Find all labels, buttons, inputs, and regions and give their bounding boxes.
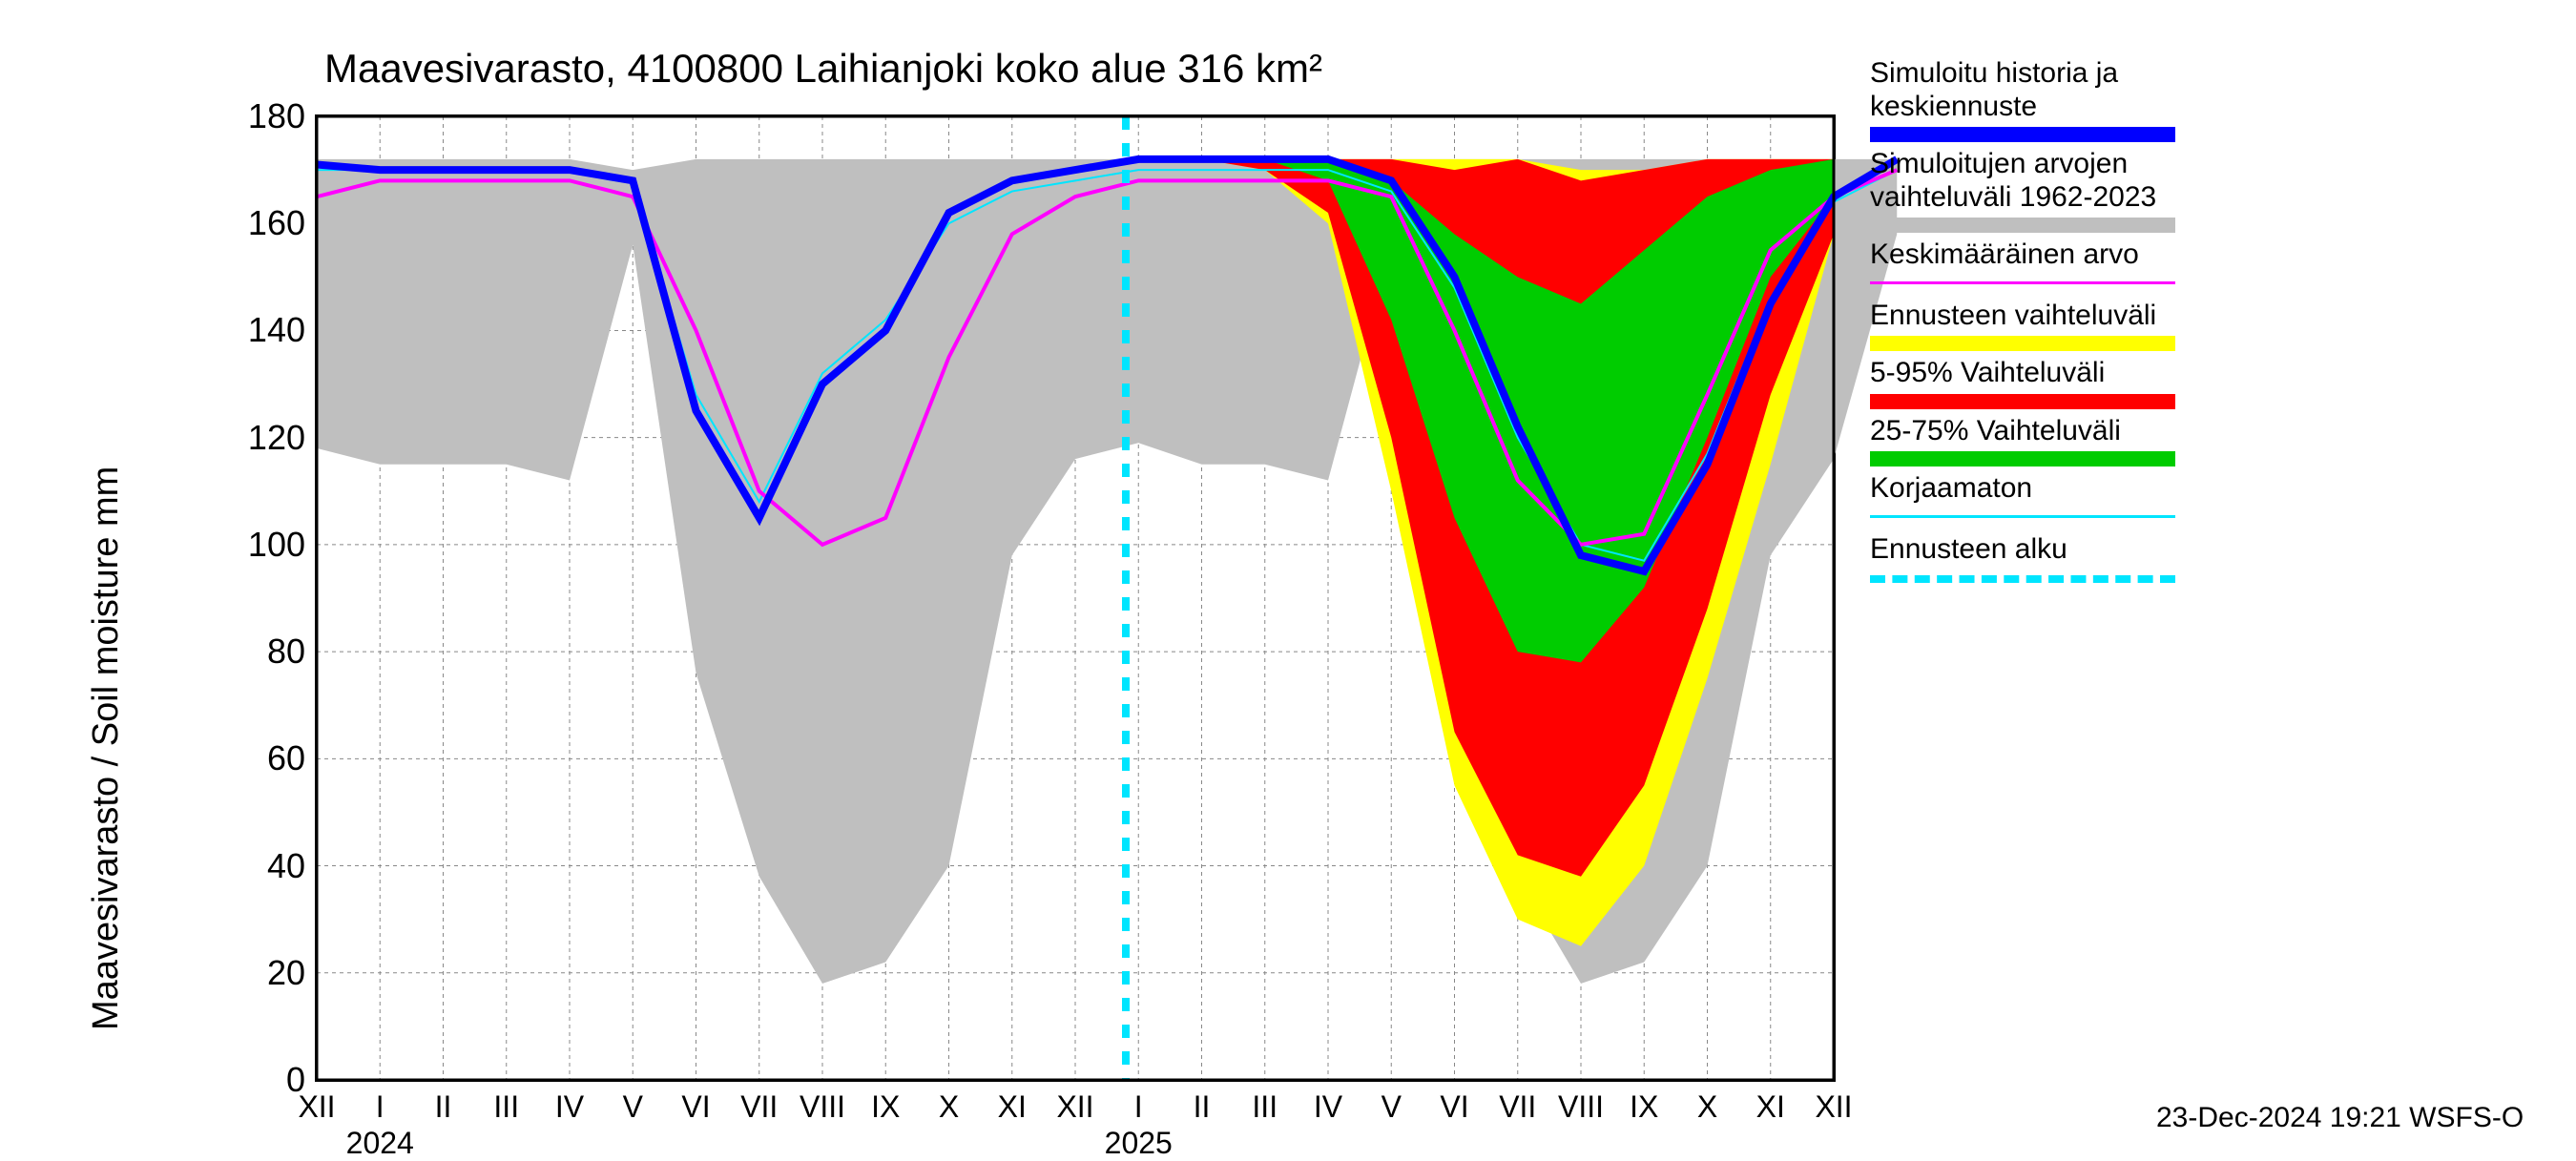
y-tick-label: 100 [248,525,317,565]
legend-label: 5-95% Vaihteluväli [1870,357,2175,390]
x-tick-label: X [1697,1080,1717,1125]
chart-root: Maavesivarasto, 4100800 Laihianjoki koko… [0,0,2576,1145]
legend-label: vaihteluväli 1962-2023 [1870,181,2175,215]
x-tick-label: IV [1314,1080,1342,1125]
x-tick-label: VII [1499,1080,1536,1125]
chart-title: Maavesivarasto, 4100800 Laihianjoki koko… [324,46,1322,92]
y-tick-label: 120 [248,418,317,458]
x-tick-label: V [1381,1080,1402,1125]
legend-swatch [1870,575,2175,583]
legend-swatch [1870,218,2175,233]
x-tick-label: X [939,1080,959,1125]
x-tick-label: II [435,1080,452,1125]
legend-label: Korjaamaton [1870,472,2175,506]
legend-item: Korjaamaton [1870,472,2175,528]
x-tick-label: I [376,1080,384,1125]
x-tick-label: IX [1630,1080,1658,1125]
x-tick-label: XI [1756,1080,1785,1125]
footer-timestamp: 23-Dec-2024 19:21 WSFS-O [2156,1102,2524,1134]
legend-label: Simuloitujen arvojen [1870,148,2175,181]
legend-swatch [1870,394,2175,409]
x-year-label: 2025 [1105,1126,1173,1161]
x-tick-label: VIII [800,1080,845,1125]
x-tick-label: V [623,1080,643,1125]
legend-item: 5-95% Vaihteluväli [1870,357,2175,409]
legend-label: keskiennuste [1870,91,2175,124]
x-tick-label: XII [298,1080,335,1125]
y-tick-label: 20 [267,953,317,993]
x-tick-label: XII [1815,1080,1852,1125]
x-tick-label: II [1194,1080,1211,1125]
x-tick-label: IX [871,1080,900,1125]
y-axis-label: Maavesivarasto / Soil moisture mm [86,466,127,1030]
legend-label: Ennusteen vaihteluväli [1870,300,2175,333]
x-tick-label: VI [681,1080,710,1125]
y-tick-label: 180 [248,96,317,136]
legend-label: Ennusteen alku [1870,533,2175,567]
legend: Simuloitu historia jakeskiennusteSimuloi… [1870,57,2175,592]
legend-label: Keskimääräinen arvo [1870,238,2175,272]
x-tick-label: III [1252,1080,1278,1125]
y-tick-label: 40 [267,846,317,886]
y-tick-label: 160 [248,203,317,243]
legend-swatch [1870,515,2175,518]
legend-label: 25-75% Vaihteluväli [1870,415,2175,448]
x-tick-label: III [493,1080,519,1125]
y-tick-label: 60 [267,738,317,778]
legend-swatch [1870,336,2175,351]
legend-swatch [1870,281,2175,284]
y-tick-label: 80 [267,632,317,672]
legend-label: Simuloitu historia ja [1870,57,2175,91]
plot-area: 020406080100120140160180XIIIIIIIIIVVVIVI… [315,114,1836,1082]
x-tick-label: IV [555,1080,584,1125]
legend-item: Keskimääräinen arvo [1870,238,2175,294]
x-tick-label: XII [1056,1080,1093,1125]
x-tick-label: VI [1440,1080,1468,1125]
x-year-label: 2024 [346,1126,414,1161]
x-tick-label: I [1134,1080,1143,1125]
x-tick-label: VIII [1558,1080,1604,1125]
legend-item: Simuloitujen arvojenvaihteluväli 1962-20… [1870,148,2175,233]
legend-item: Ennusteen alku [1870,533,2175,593]
x-tick-label: VII [740,1080,778,1125]
legend-swatch [1870,451,2175,466]
legend-item: 25-75% Vaihteluväli [1870,415,2175,467]
y-tick-label: 140 [248,310,317,350]
legend-item: Ennusteen vaihteluväli [1870,300,2175,352]
legend-item: Simuloitu historia jakeskiennuste [1870,57,2175,142]
legend-swatch [1870,127,2175,142]
x-tick-label: XI [998,1080,1027,1125]
plot-svg [317,116,1834,1080]
